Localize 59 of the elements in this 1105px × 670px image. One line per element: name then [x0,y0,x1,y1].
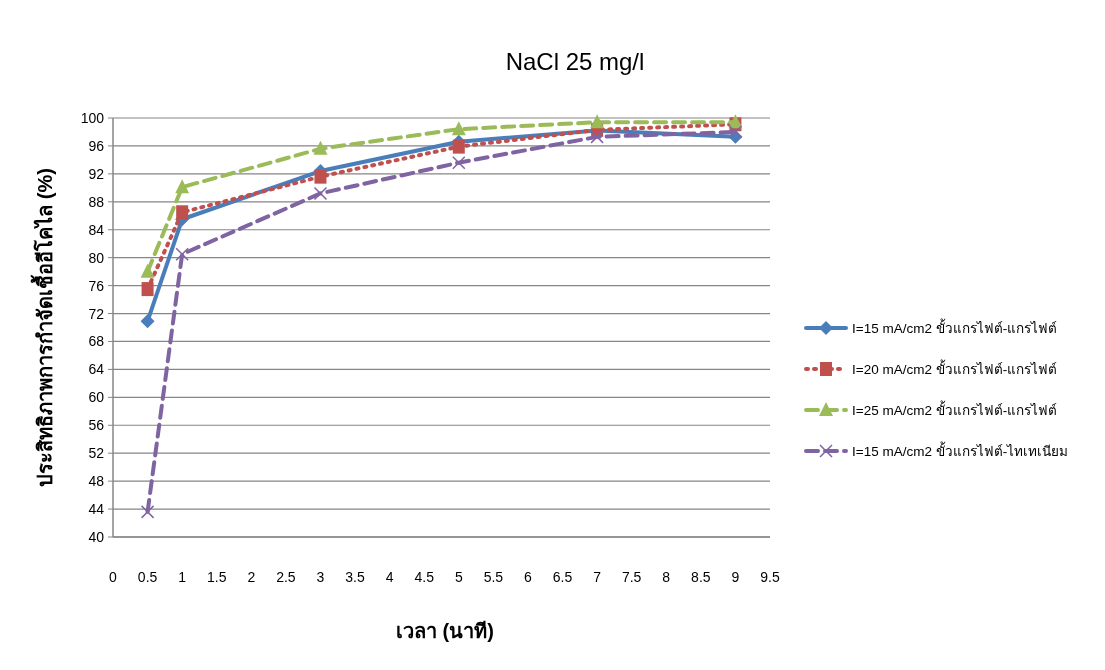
x-tick-label: 3 [316,569,325,585]
point [452,155,466,170]
x-tick-label: 3.5 [345,569,365,585]
y-tick-label: 72 [88,305,105,322]
y-tick-label: 68 [88,333,105,350]
y-tick-label: 64 [88,361,105,378]
x-tick-label: 9.5 [760,569,780,585]
point [140,505,155,519]
legend-label: I=15 mA/cm2 ขั้วแกรไฟต์-แกรไฟต์ [852,318,1058,336]
point [175,247,189,261]
y-tick-label: 88 [88,193,105,210]
x-tick-label: 2.5 [276,569,296,585]
y-axis-title: ประสิทธิภาพการกำจัดเชื้ออีโคไล (%) [30,168,56,487]
legend-label: I=20 mA/cm2 ขั้วแกรไฟต์-แกรไฟต์ [852,359,1058,377]
point [451,121,466,136]
x-tick-label: 7.5 [621,569,642,585]
x-axis-title: เวลา (นาที) [396,620,494,642]
x-tick-label: 0.5 [137,569,158,585]
x-tick-label: 6.5 [552,569,573,585]
y-tick-label: 76 [88,277,105,294]
y-tick-label: 56 [88,417,105,434]
x-tick-label: 8 [662,569,671,585]
point [176,205,189,220]
x-tick-label: 2 [247,569,256,585]
point [313,186,328,201]
x-tick-label: 1 [178,569,187,585]
legend-label: I=25 mA/cm2 ขั้วแกรไฟต์-แกรไฟต์ [852,400,1058,418]
y-tick-label: 100 [80,110,105,126]
x-tick-label: 1.5 [207,569,227,585]
x-tick-label: 8.5 [691,569,711,585]
x-tick-label: 5.5 [483,569,504,585]
x-tick-label: 4.5 [414,569,435,585]
x-tick-label: 4 [385,569,394,585]
x-tick-label: 7 [593,569,602,585]
x-tick-label: 5 [454,569,463,585]
y-tick-label: 60 [88,389,105,406]
x-tick-label: 0 [109,569,118,585]
y-tick-label: 52 [88,445,105,462]
point [140,263,155,278]
legend-label: I=15 mA/cm2 ขั้วแกรไฟต์-ไทเทเนียม [852,441,1069,459]
chart-title: NaCl 25 mg/l [505,48,645,75]
y-tick-label: 96 [88,137,105,154]
y-tick-label: 40 [88,529,105,545]
y-tick-label: 92 [88,165,105,182]
point [313,140,328,155]
point [140,314,155,329]
y-tick-label: 84 [88,221,105,238]
y-tick-label: 48 [88,473,105,490]
point [728,125,743,139]
point [452,139,465,154]
x-tick-label: 6 [524,569,533,585]
point [590,130,604,144]
point [175,179,190,194]
x-tick-label: 9 [731,569,740,585]
point [141,282,154,297]
y-tick-label: 44 [88,501,105,518]
y-tick-label: 80 [88,249,105,266]
point [590,114,605,129]
point [314,169,327,184]
